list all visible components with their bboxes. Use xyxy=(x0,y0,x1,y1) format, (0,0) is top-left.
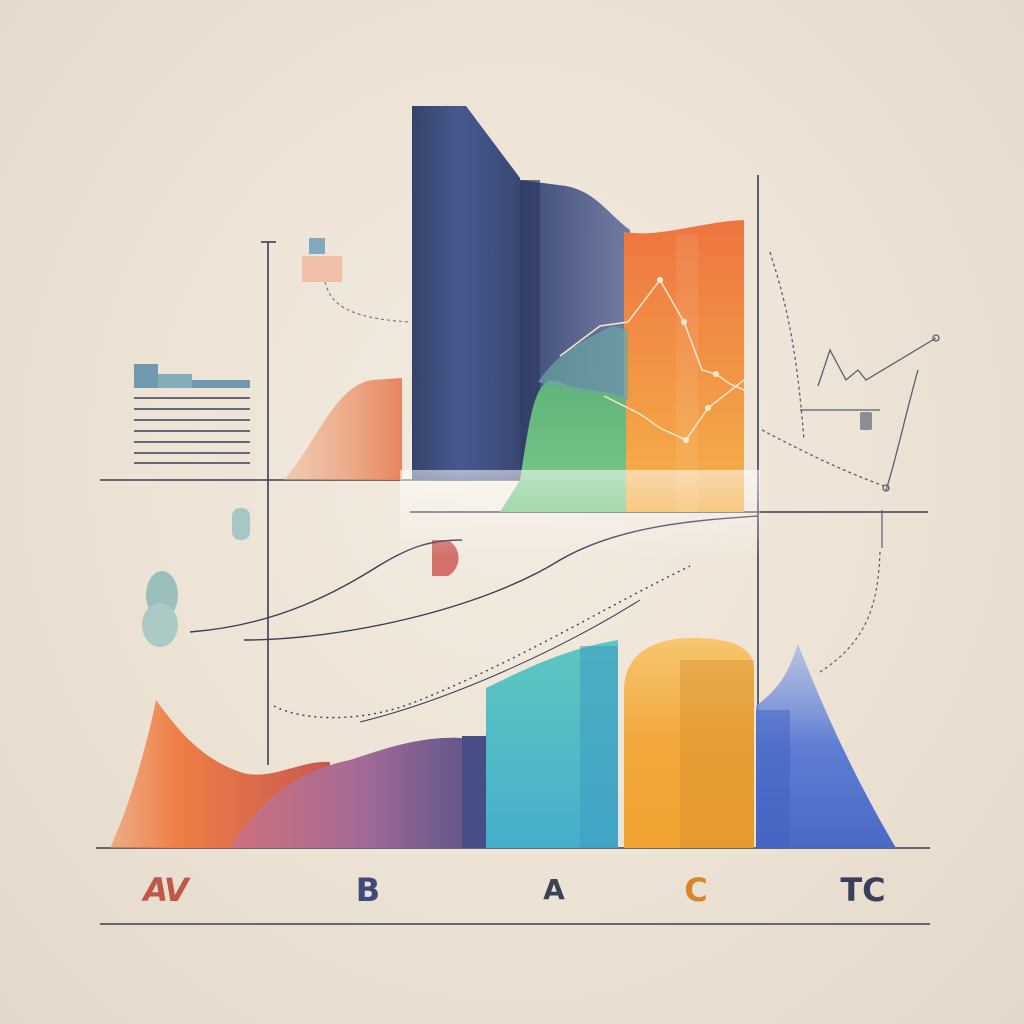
category-label-2: B xyxy=(355,871,381,909)
legend-block xyxy=(134,364,250,464)
category-label-5: TC xyxy=(840,871,886,909)
small-pill xyxy=(232,508,250,540)
category-label-1: AV xyxy=(143,871,188,909)
right-marker xyxy=(860,412,872,430)
blue-peak-shade xyxy=(756,710,790,848)
teal-bar-shade xyxy=(580,646,618,848)
teal-peak xyxy=(538,326,628,400)
blue-peak xyxy=(756,644,896,848)
mist-overlay xyxy=(400,470,760,560)
gold-bar xyxy=(624,637,754,848)
orange-bar-stripe xyxy=(676,234,698,512)
bottom-axes xyxy=(96,847,930,925)
purple-area xyxy=(230,734,500,848)
right-drop-line xyxy=(819,510,883,673)
category-label-4: C xyxy=(684,871,708,909)
upper-line-points xyxy=(657,277,719,443)
floating-marker xyxy=(302,238,411,323)
category-label-3: A xyxy=(543,873,565,906)
orange-bar xyxy=(624,220,744,512)
gold-bar-shade xyxy=(680,660,754,848)
teal-blob xyxy=(142,571,178,647)
coral-area xyxy=(284,378,402,480)
right-sketch xyxy=(761,251,940,492)
